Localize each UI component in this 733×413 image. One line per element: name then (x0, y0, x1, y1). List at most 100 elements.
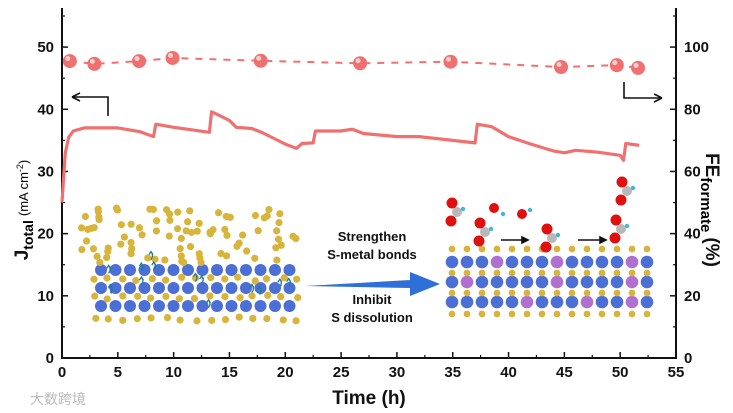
inset-text-bottom-1: Inhibit (353, 292, 393, 307)
dissolution-arrow-icon (257, 285, 263, 295)
sulfur-atom (132, 276, 140, 285)
watermark: 大数跨境 (30, 392, 86, 408)
metal-atom (124, 282, 136, 294)
data-point-FE_formate (165, 50, 180, 65)
sulfur-atom (162, 292, 170, 301)
sulfur-atom (186, 243, 195, 251)
dopant-atom (460, 275, 474, 289)
sulfur-atom (226, 213, 234, 221)
sulfur-atom (553, 289, 561, 297)
metal-atom (520, 255, 534, 269)
sulfur-atom (264, 291, 272, 299)
sulfur-atom (643, 310, 651, 318)
sulfur-atom (643, 269, 651, 277)
oxygen-atom (540, 241, 552, 253)
sulfur-atom (222, 252, 231, 260)
sulfur-atom (152, 217, 161, 225)
metal-atom (505, 255, 519, 269)
oxygen-atom (610, 214, 622, 226)
sulfur-atom (195, 219, 203, 227)
sulfur-atom (234, 273, 242, 281)
sulfur-atom (448, 269, 456, 277)
data-point-highlight (445, 56, 451, 62)
metal-atom (225, 264, 238, 276)
metal-atom (445, 255, 459, 269)
sulfur-atom (94, 208, 102, 216)
inset-text-bottom-2: S dissolution (331, 310, 413, 325)
sulfur-atom (628, 245, 636, 253)
metal-atom (475, 255, 489, 269)
x-tick-label: 5 (114, 364, 122, 381)
y-left-tick-label: 30 (37, 163, 54, 180)
sulfur-atom (538, 269, 546, 277)
x-tick-label: 15 (221, 364, 238, 381)
hydrogen-atom (630, 185, 636, 191)
sulfur-atom (280, 274, 288, 282)
sulfur-atom (207, 274, 215, 282)
oxygen-atom (474, 217, 486, 229)
metal-atom (254, 264, 267, 276)
metal-atom (595, 295, 609, 309)
sulfur-atom (128, 245, 136, 253)
metal-atom (640, 295, 654, 309)
sulfur-atom (221, 275, 229, 283)
metal-atom (211, 264, 223, 276)
left-axis-arrow (72, 96, 109, 116)
sulfur-atom (95, 215, 103, 224)
metal-atom (565, 275, 579, 289)
sulfur-atom (77, 224, 86, 232)
oxygen-atom (615, 194, 627, 206)
sulfur-atom (643, 289, 651, 297)
data-point-highlight (612, 60, 618, 66)
metal-atom (269, 264, 281, 276)
series-line-J_total (60, 110, 640, 203)
hydrogen-atom (488, 226, 494, 232)
sulfur-atom (523, 245, 531, 253)
sulfur-atom (166, 216, 174, 224)
metal-atom (283, 300, 296, 312)
x-tick-label: 25 (333, 364, 350, 381)
data-point-highlight (256, 55, 262, 61)
metal-atom (196, 300, 209, 312)
reaction-arrow-icon (501, 235, 530, 245)
sulfur-atom (265, 205, 273, 214)
metal-atom (254, 300, 267, 312)
sulfur-atom (120, 233, 129, 241)
y-left-close: ) (16, 160, 31, 164)
sulfur-atom (272, 244, 280, 252)
sulfur-atom (538, 310, 546, 318)
hydrogen-atom (460, 206, 466, 212)
metal-atom (535, 275, 549, 289)
sulfur-atom (193, 227, 201, 235)
metal-atom (640, 275, 654, 289)
y-right-main: FE (701, 153, 722, 177)
data-point-FE_formate (132, 54, 147, 69)
sulfur-atom (263, 314, 271, 323)
metal-atom (138, 282, 151, 294)
sulfur-atom (127, 220, 135, 228)
data-point-FE_formate (87, 56, 102, 71)
sulfur-atom (553, 245, 561, 253)
sulfur-atom (493, 310, 501, 318)
sulfur-atom (254, 227, 262, 235)
oxygen-atom (616, 176, 628, 188)
sulfur-atom (613, 289, 621, 297)
metal-atom (445, 295, 459, 309)
sulfur-atom (598, 269, 606, 277)
sulfur-atom (260, 214, 268, 222)
oxygen-atom (445, 215, 457, 227)
sulfur-atom (273, 256, 281, 264)
dissolution-arrow-icon (192, 272, 198, 283)
sulfur-atom (96, 258, 104, 267)
y-left-tick-label: 10 (37, 288, 54, 305)
sulfur-atom (448, 310, 456, 318)
dissolution-arrow-icon (205, 298, 212, 309)
sulfur-atom (628, 289, 636, 297)
metal-atom (196, 282, 209, 294)
sulfur-atom (478, 269, 486, 277)
sulfur-atom (583, 289, 591, 297)
dissolution-arrow-icon (138, 275, 144, 286)
sulfur-atom (103, 274, 111, 282)
y-right-tick-label: 60 (684, 163, 701, 180)
